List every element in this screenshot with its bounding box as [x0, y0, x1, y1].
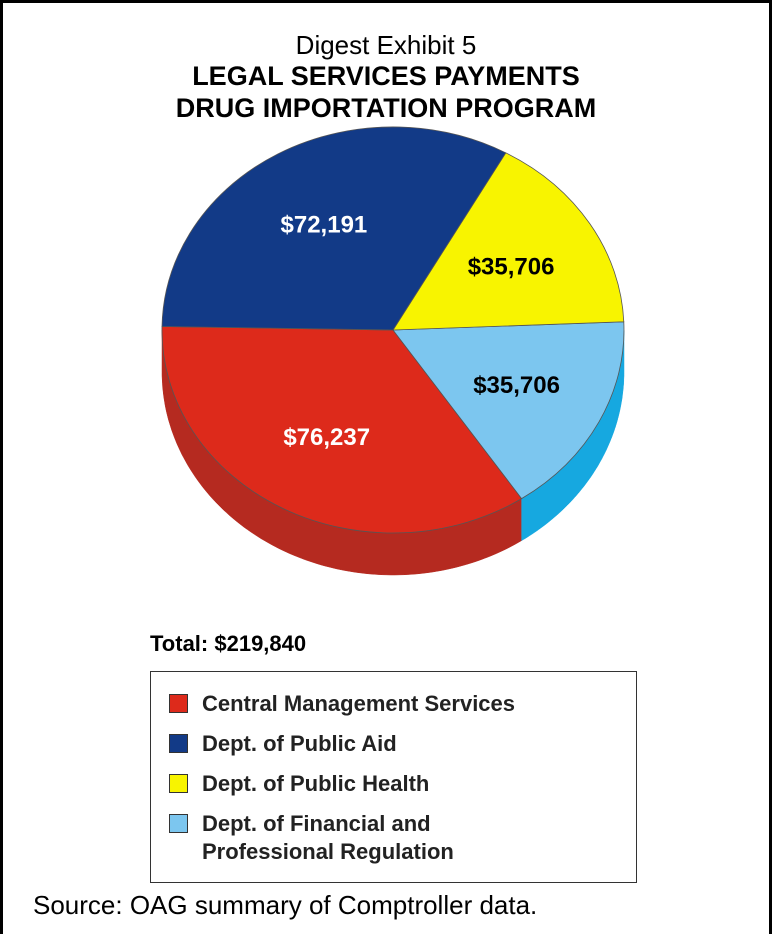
legend-swatch-navy [169, 734, 188, 753]
legend-label: Dept. of Public Health [202, 771, 430, 796]
pie-slice [392, 321, 625, 500]
title-block: Digest Exhibit 5 LEGAL SERVICES PAYMENTS… [0, 30, 772, 124]
chart-title-line-2: DRUG IMPORTATION PROGRAM [175, 93, 597, 123]
legend-item-financial-professional-regulation: Dept. of Financial and Professional Regul… [169, 810, 622, 866]
legend-swatch-yellow [169, 774, 188, 793]
pie-slice-value-label: $35,706 [473, 372, 560, 399]
pie-slice-value-label: $76,237 [283, 424, 370, 451]
total-label: Total: $219,840 [150, 631, 307, 656]
pie-slice [392, 152, 625, 331]
legend-item-central-management-services: Central Management Services [169, 690, 622, 718]
legend-swatch-red [169, 694, 188, 713]
pie-slice-value-label: $35,706 [468, 253, 555, 280]
legend-item-public-health: Dept. of Public Health [169, 770, 622, 798]
source-note: Source: OAG summary of Comptroller data. [33, 890, 538, 920]
pie-slice [161, 126, 507, 331]
chart-title-line-1: LEGAL SERVICES PAYMENTS [192, 61, 580, 91]
legend-item-public-aid: Dept. of Public Aid [169, 730, 622, 758]
pie-slice [161, 326, 523, 534]
legend-label: Dept. of Public Aid [202, 731, 397, 756]
legend-swatch-light-blue [169, 814, 188, 833]
legend-label: Dept. of Financial and Professional Regul… [202, 811, 454, 864]
legend-label: Central Management Services [202, 691, 516, 716]
exhibit-subtitle: Digest Exhibit 5 [295, 30, 477, 60]
legend: Central Management Services Dept. of Pub… [150, 671, 637, 883]
pie-slice-value-label: $72,191 [281, 211, 368, 238]
